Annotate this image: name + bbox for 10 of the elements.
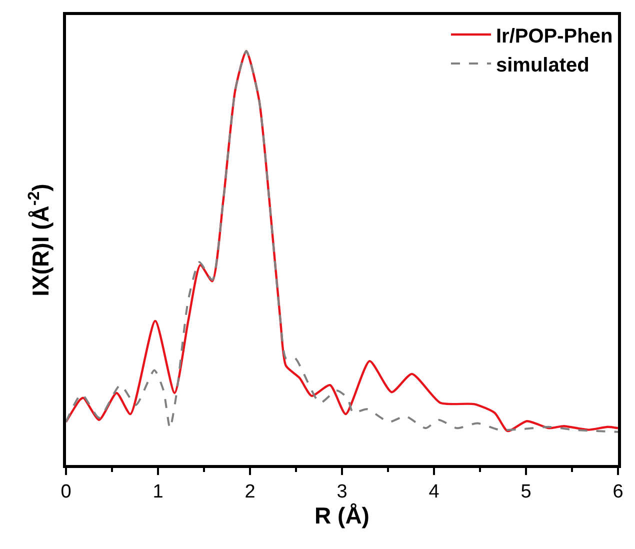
x-tick-label: 5 (520, 482, 532, 503)
x-tick-label: 3 (336, 482, 348, 503)
x-tick-label: 0 (60, 482, 72, 503)
x-tick-label: 1 (152, 482, 164, 503)
x-tick-label: 4 (428, 482, 440, 503)
x-axis-title: R (Å) (314, 502, 370, 529)
x-tick-label: 2 (244, 482, 256, 503)
legend-label: Ir/POP-Phen (496, 25, 613, 48)
legend-label: simulated (496, 54, 590, 76)
x-tick-label: 6 (612, 482, 624, 503)
